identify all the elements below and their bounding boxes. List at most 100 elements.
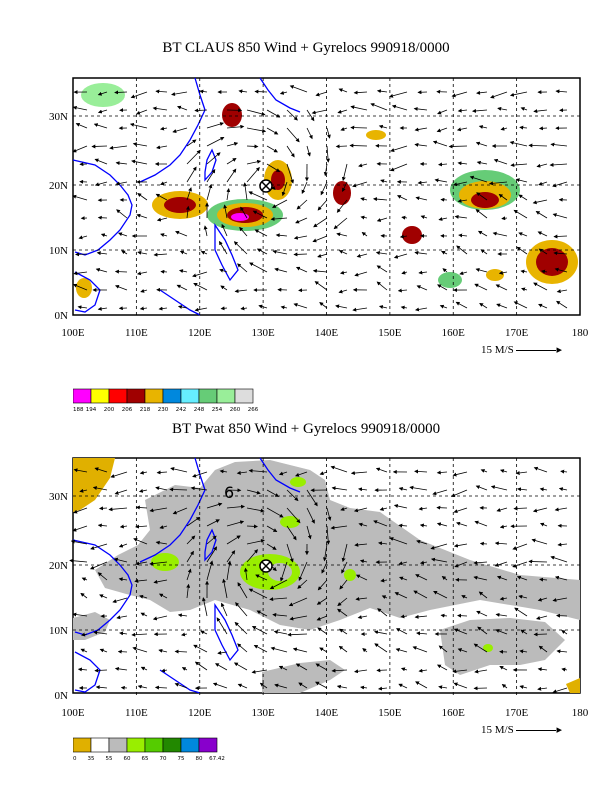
wind-arrow — [275, 233, 288, 238]
wind-arrow — [342, 181, 348, 193]
lon-tick-label: 170E — [505, 707, 529, 719]
wind-arrow — [557, 542, 568, 547]
wind-arrow — [115, 161, 128, 166]
wind-arrow — [339, 628, 348, 635]
wind-arrow — [381, 595, 388, 600]
lon-tick-label: 110E — [125, 327, 148, 339]
wind-arrow — [456, 127, 468, 132]
wind-arrow — [149, 561, 168, 566]
wind-arrow — [472, 108, 488, 113]
wind-arrow — [420, 215, 428, 220]
wind-arrow — [89, 561, 108, 570]
wind-arrow — [341, 543, 348, 563]
wind-arrow — [80, 648, 88, 653]
wind-arrow — [140, 612, 148, 617]
wind-arrow — [192, 271, 208, 278]
wind-arrow — [509, 91, 528, 97]
bottom-wind-vectors — [69, 465, 568, 694]
wind-arrow — [206, 535, 217, 545]
wind-arrow — [552, 181, 568, 188]
wind-arrow — [475, 141, 488, 147]
wind-arrow — [455, 301, 468, 309]
wind-arrow — [399, 576, 408, 581]
wind-arrow — [280, 305, 288, 310]
wind-arrow — [220, 602, 228, 617]
wind-arrow — [499, 596, 508, 601]
wind-arrow — [160, 181, 168, 186]
wind-arrow — [377, 686, 388, 691]
wind-arrow — [440, 613, 448, 618]
wind-arrow — [354, 271, 368, 277]
wind-arrow — [418, 270, 428, 275]
colorbar-label: 260 — [230, 407, 241, 413]
wind-arrow — [174, 682, 188, 689]
wind-arrow — [113, 557, 128, 563]
wind-arrow — [378, 541, 388, 546]
wind-arrow — [286, 489, 299, 502]
wind-arrow — [337, 608, 348, 617]
wind-arrow — [186, 139, 197, 147]
wind-arrow — [319, 471, 328, 476]
wind-arrow — [409, 485, 428, 491]
wind-arrow — [270, 217, 288, 222]
wind-arrow — [349, 143, 368, 148]
wind-arrow — [433, 591, 448, 599]
wind-arrow — [193, 644, 208, 653]
wind-arrow — [274, 683, 288, 689]
wind-arrow — [389, 537, 408, 545]
wind-arrow — [360, 215, 368, 220]
wind-arrow — [186, 187, 192, 201]
wind-arrow — [206, 502, 223, 509]
wind-arrow — [453, 543, 468, 548]
wind-arrow — [186, 166, 197, 183]
wind-arrow — [516, 487, 528, 492]
wind-arrow — [359, 559, 368, 564]
wind-arrow — [246, 127, 267, 133]
lat-tick-label: 30N — [49, 491, 68, 503]
wind-arrow — [326, 127, 331, 139]
wind-arrow — [99, 648, 108, 653]
wind-arrow — [220, 285, 228, 291]
wind-arrow — [155, 193, 168, 201]
wind-arrow — [518, 232, 528, 237]
wind-arrow — [338, 645, 348, 653]
wind-arrow — [554, 507, 568, 512]
wind-arrow — [181, 667, 188, 671]
wind-arrow — [497, 106, 508, 111]
wind-arrow — [554, 575, 568, 581]
wind-arrow — [438, 162, 448, 167]
wind-arrow — [469, 175, 488, 183]
wind-arrow — [479, 302, 488, 309]
wind-arrow — [452, 471, 468, 477]
wind-arrow — [72, 105, 88, 111]
wind-arrow — [219, 268, 228, 273]
wind-arrow — [354, 669, 368, 674]
wind-arrow — [374, 643, 388, 653]
wind-arrow — [552, 213, 568, 219]
wind-arrow — [246, 159, 262, 165]
wind-arrow — [535, 211, 548, 219]
wind-arrow — [149, 507, 168, 513]
wind-arrow — [286, 127, 300, 143]
wind-arrow — [552, 687, 568, 694]
top-map-title: BT CLAUS 850 Wind + Gyrelocs 990918/0000 — [162, 40, 450, 56]
wind-arrow — [212, 682, 228, 689]
wind-arrow — [457, 108, 468, 113]
wind-arrow — [375, 250, 388, 255]
wind-arrow — [400, 667, 408, 672]
wind-arrow — [153, 579, 168, 584]
wind-arrow — [538, 248, 548, 255]
wind-arrow — [70, 539, 88, 545]
wind-arrow — [474, 283, 488, 291]
wind-arrow — [456, 521, 468, 527]
wind-arrow — [353, 507, 368, 513]
wind-arrow — [286, 145, 295, 158]
bottom-colorbar: 0 35 55 60 65 70 75 80 67.42 — [73, 737, 225, 762]
wind-arrow — [520, 107, 528, 111]
wind-arrow — [434, 178, 448, 183]
wind-arrow — [279, 561, 288, 582]
wind-arrow — [179, 269, 188, 274]
wind-arrow — [215, 663, 228, 671]
wind-arrow — [398, 683, 408, 689]
